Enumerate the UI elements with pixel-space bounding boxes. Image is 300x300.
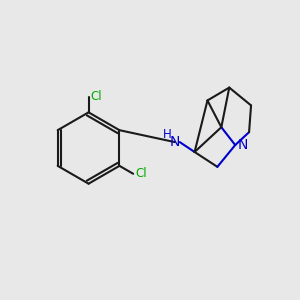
- Text: Cl: Cl: [91, 90, 102, 103]
- Text: N: N: [169, 135, 180, 149]
- Text: N: N: [237, 138, 248, 152]
- Text: Cl: Cl: [135, 167, 147, 180]
- Text: H: H: [163, 128, 171, 141]
